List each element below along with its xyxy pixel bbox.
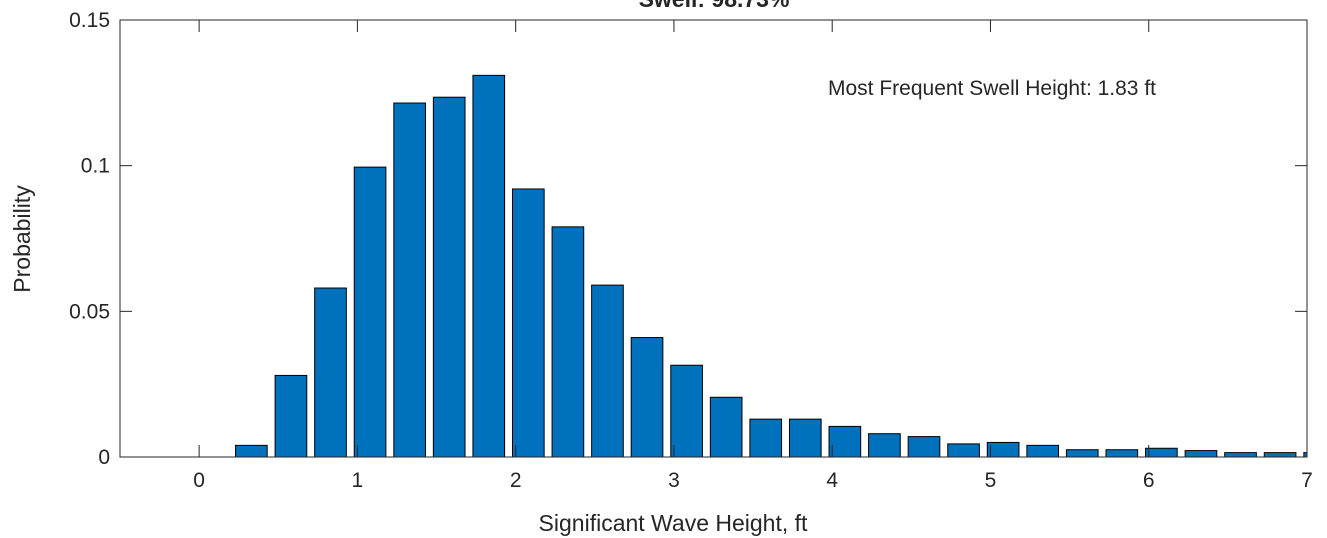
x-tick-label: 4 bbox=[826, 469, 838, 492]
x-tick-label: 0 bbox=[193, 469, 205, 492]
bar bbox=[393, 102, 426, 457]
bar bbox=[314, 287, 347, 457]
bar bbox=[1065, 449, 1099, 457]
bar bbox=[432, 96, 466, 457]
y-axis-label: Probability bbox=[9, 185, 35, 293]
bar bbox=[709, 396, 743, 457]
ticks-group bbox=[120, 19, 1308, 458]
x-tick-label: 6 bbox=[1143, 469, 1155, 492]
x-tick-label: 2 bbox=[510, 469, 522, 492]
bar bbox=[353, 166, 387, 457]
bar bbox=[828, 425, 862, 457]
bar bbox=[788, 418, 822, 457]
most-frequent-annotation: Most Frequent Swell Height: 1.83 ft bbox=[828, 77, 1156, 100]
bar bbox=[947, 443, 980, 457]
bar bbox=[1224, 452, 1257, 457]
x-axis-label: Significant Wave Height, ft bbox=[539, 510, 808, 536]
plot-box bbox=[119, 19, 1308, 458]
y-tick-label: 0.1 bbox=[81, 155, 110, 178]
y-tick-label: 0.05 bbox=[69, 300, 110, 323]
bar bbox=[274, 374, 308, 457]
x-tick-label: 1 bbox=[352, 469, 364, 492]
bar bbox=[591, 284, 624, 457]
x-tick-label: 7 bbox=[1301, 469, 1313, 492]
x-tick-label: 5 bbox=[985, 469, 997, 492]
y-tick-label: 0.15 bbox=[69, 9, 110, 32]
bar bbox=[235, 444, 268, 457]
y-tick-labels: 0 0.05 0.1 0.15 bbox=[69, 9, 110, 469]
bar bbox=[1145, 447, 1178, 457]
bar bbox=[907, 436, 941, 457]
bar bbox=[1263, 452, 1297, 457]
x-tick-labels: 0 1 2 3 4 5 6 7 bbox=[193, 469, 1313, 492]
bar bbox=[472, 74, 506, 457]
bar bbox=[1026, 444, 1060, 457]
bars-group bbox=[235, 74, 1307, 457]
bar bbox=[512, 188, 545, 457]
y-tick-label: 0 bbox=[98, 446, 110, 469]
bar bbox=[1303, 452, 1307, 457]
bar bbox=[630, 337, 664, 457]
bar bbox=[551, 226, 585, 457]
bar bbox=[868, 433, 901, 457]
x-tick-label: 3 bbox=[668, 469, 680, 492]
bar bbox=[749, 418, 783, 457]
bar bbox=[986, 441, 1020, 457]
bar bbox=[670, 364, 703, 457]
bar bbox=[1105, 449, 1139, 457]
bar bbox=[1184, 450, 1218, 457]
chart-title: Swell: 98.73% bbox=[639, 0, 790, 12]
